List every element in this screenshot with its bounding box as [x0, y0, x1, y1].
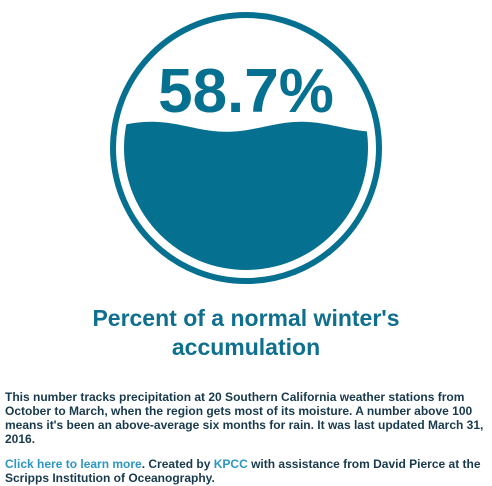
- headline-line-1: Percent of a normal winter's: [92, 305, 400, 331]
- created-by-text: . Created by: [141, 457, 214, 471]
- description-text: This number tracks precipitation at 20 S…: [5, 390, 484, 446]
- credits-text: Click here to learn more. Created by KPC…: [5, 457, 487, 485]
- headline-line-2: accumulation: [171, 334, 321, 360]
- chart-headline: Percent of a normal winter's accumulatio…: [0, 304, 492, 362]
- kpcc-link[interactable]: KPCC: [213, 457, 248, 471]
- gauge-water-fill: [124, 121, 368, 270]
- gauge-value-label: 58.7%: [158, 57, 334, 126]
- assistance-text: with assistance from David Pierce at the…: [5, 457, 481, 485]
- learn-more-link[interactable]: Click here to learn more: [5, 457, 142, 471]
- rain-gauge-chart: 58.7%: [110, 12, 382, 284]
- gauge-outer-ring: [110, 12, 382, 284]
